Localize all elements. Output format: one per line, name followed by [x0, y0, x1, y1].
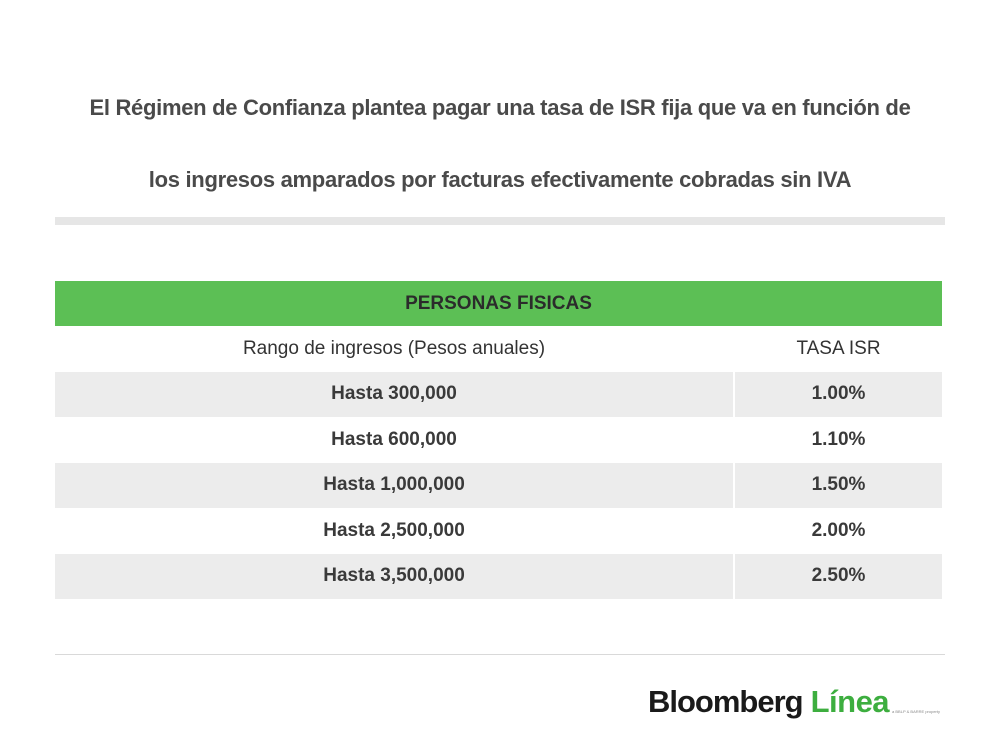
- title-line-2: los ingresos amparados por facturas efec…: [148, 167, 852, 192]
- footer-divider: [55, 654, 945, 655]
- income-range-cell: Hasta 300,000: [55, 371, 733, 417]
- table-row: Hasta 300,000 1.00%: [55, 371, 942, 417]
- logo-brand: Bloomberg: [647, 684, 804, 719]
- logo-tagline: a BBLP & BARRE property: [892, 709, 940, 714]
- logo-accent: Línea: [810, 684, 890, 719]
- income-range-cell: Hasta 600,000: [331, 428, 457, 450]
- table-row: Hasta 1,000,000 1.50%: [55, 462, 942, 508]
- tax-rate-cell: 1.10%: [811, 428, 866, 450]
- income-range-cell: Hasta 1,000,000: [55, 462, 733, 508]
- title-line-1: El Régimen de Confianza plantea pagar un…: [89, 95, 911, 120]
- tax-rate-cell: 1.00%: [735, 371, 942, 417]
- title-divider: [55, 217, 945, 225]
- income-range-cell: Hasta 2,500,000: [323, 519, 465, 541]
- bloomberg-linea-logo: Bloomberg Línea a BBLP & BARRE property: [648, 684, 940, 720]
- tax-rate-cell: 2.00%: [811, 519, 866, 541]
- income-range-cell: Hasta 3,500,000: [55, 553, 733, 599]
- tax-rate-cell: 2.50%: [735, 553, 942, 599]
- table-row: Hasta 600,000 1.10%: [55, 417, 942, 463]
- tax-rate-cell: 1.50%: [735, 462, 942, 508]
- tax-rate-table: PERSONAS FISICAS Rango de ingresos (Peso…: [55, 281, 942, 599]
- column-header-income-range: Rango de ingresos (Pesos anuales): [242, 337, 546, 359]
- page-title: El Régimen de Confianza plantea pagar un…: [55, 72, 945, 216]
- table-row: Hasta 3,500,000 2.50%: [55, 553, 942, 599]
- table-header: PERSONAS FISICAS: [55, 281, 942, 326]
- column-header-tax-rate: TASA ISR: [796, 337, 881, 359]
- column-header-row: Rango de ingresos (Pesos anuales) TASA I…: [55, 326, 942, 372]
- table-row: Hasta 2,500,000 2.00%: [55, 508, 942, 554]
